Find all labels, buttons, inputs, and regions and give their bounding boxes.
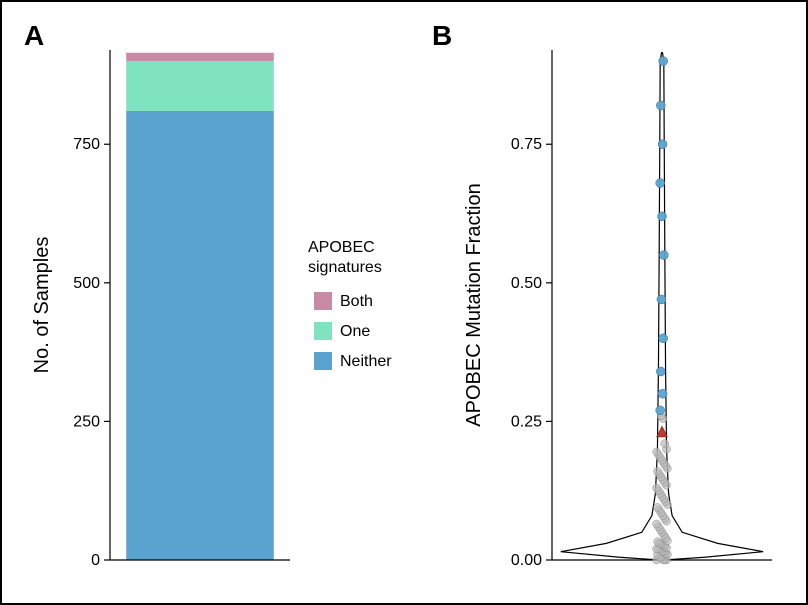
legend-title-line1: APOBEC <box>308 239 375 256</box>
panel-b-point-grey <box>653 448 661 456</box>
legend-label-one: One <box>340 323 370 340</box>
legend: APOBEC signatures Both One Neither <box>308 239 392 370</box>
panel-b-ytick-label: 0.75 <box>511 136 542 153</box>
panel-a-bar-segment-one <box>126 61 274 111</box>
panel-b-ytick-label: 0.50 <box>511 275 542 292</box>
panel-a-ytick-label: 500 <box>73 275 100 292</box>
legend-swatch-neither <box>314 352 332 370</box>
panel-b-point-blue <box>659 251 668 260</box>
panel-b-point-blue <box>656 101 665 110</box>
panel-a-ytick-label: 0 <box>91 552 100 569</box>
panel-b-point-blue <box>656 179 665 188</box>
panel-b-point-blue <box>658 389 667 398</box>
panel-a-ylabel: No. of Samples <box>31 237 53 374</box>
panel-b-point-grey <box>654 467 662 475</box>
panel-b-ytick-label: 0.25 <box>511 413 542 430</box>
legend-swatch-both <box>314 292 332 310</box>
plot-svg: 0 250 500 750 No. of Samples APOBEC signatures… <box>2 2 806 603</box>
panel-b-point-blue <box>659 334 668 343</box>
panel-b-point-grey <box>654 538 662 546</box>
panel-b-point-blue <box>658 140 667 149</box>
panel-b-point-grey <box>654 503 662 511</box>
legend-title-line2: signatures <box>308 259 382 276</box>
legend-swatch-one <box>314 322 332 340</box>
panel-b-ylabel: APOBEC Mutation Fraction <box>463 183 485 426</box>
figure-frame: A B 0250500750No. of SamplesAPOBECsignat… <box>0 0 808 605</box>
panel-b-point-blue <box>656 406 665 415</box>
legend-label-both: Both <box>340 293 373 310</box>
legend-label-neither: Neither <box>340 353 392 370</box>
panel-b-point-grey <box>653 520 661 528</box>
panel-a-bar-segment-both <box>126 53 274 61</box>
panel-a-ytick-label: 750 <box>73 136 100 153</box>
panel-b-point-blue <box>657 295 666 304</box>
panel-a-ytick-label: 250 <box>73 413 100 430</box>
panel-b-ytick-label: 0.00 <box>511 552 542 569</box>
panel-a-bar-segment-neither <box>126 111 274 560</box>
panel-b-point-blue <box>659 57 668 66</box>
panel-b-point-grey <box>661 440 669 448</box>
panel-b-point-blue <box>658 212 667 221</box>
panel-b-point-blue <box>656 367 665 376</box>
panel-b-point-grey <box>653 484 661 492</box>
